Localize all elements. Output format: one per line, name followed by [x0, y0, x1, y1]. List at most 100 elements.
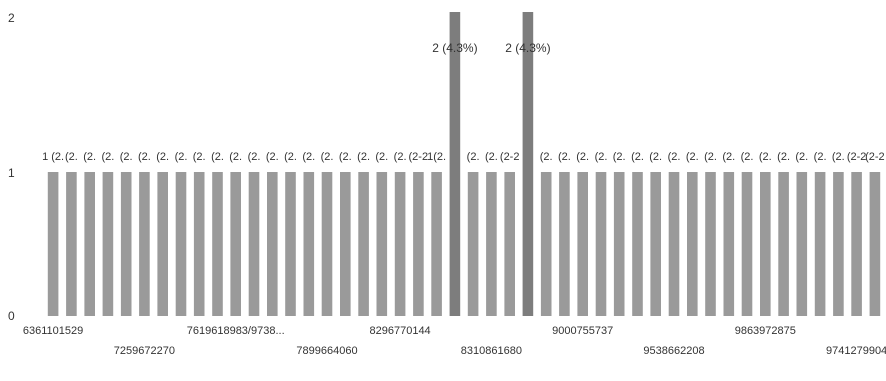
bar: [102, 172, 114, 316]
x-tick-label: 7899664060: [296, 345, 357, 357]
data-label: (2-2: [865, 151, 885, 163]
data-label: (2.: [375, 151, 388, 163]
x-tick-labels: 6361101529 7259672270 7619618983/9738... 78…: [23, 325, 886, 357]
x-tick-label: 9741279904: [826, 345, 886, 357]
bar: [139, 172, 150, 316]
data-label: (2.: [704, 151, 717, 163]
data-labels: 1 (2. (2. (2. (2. (2. (2. (2. (2. (2. (2. (2. (2. (2…: [42, 41, 885, 163]
bar: [760, 172, 771, 316]
bar: [723, 172, 735, 316]
data-label: (2.: [248, 151, 261, 163]
bar: [632, 172, 643, 316]
data-label: (2.: [339, 151, 352, 163]
data-label: (2.: [65, 151, 78, 163]
data-label: (2.: [832, 151, 845, 163]
data-label: (2.: [229, 151, 242, 163]
x-tick-label: 7259672270: [114, 345, 175, 357]
bar: [394, 172, 406, 316]
data-label: (2.: [302, 151, 315, 163]
bar: [66, 172, 77, 316]
bar: [687, 172, 698, 316]
bars: [47, 12, 881, 316]
data-label: 2 (4.3%): [432, 41, 477, 55]
x-tick-label: 9538662208: [643, 345, 704, 357]
data-label: (2.: [686, 151, 699, 163]
bar: [522, 12, 534, 316]
bar: [559, 172, 570, 316]
y-tick-label: 2: [8, 11, 15, 25]
data-label: (2.: [795, 151, 808, 163]
bar: [705, 172, 716, 316]
data-label: (2-2: [847, 151, 867, 163]
data-label: (2.: [668, 151, 681, 163]
bar: [413, 172, 424, 316]
x-tick-label: 6361101529: [23, 325, 83, 337]
bar: [778, 172, 789, 316]
data-label: (2.: [777, 151, 790, 163]
bar: [120, 172, 132, 316]
data-label: (2.: [540, 151, 553, 163]
x-tick-label: 9000755737: [552, 325, 613, 337]
data-label: (2.: [814, 151, 827, 163]
bar: [193, 172, 205, 316]
data-label: (2.: [741, 151, 754, 163]
x-tick-label: 7619618983/9738...: [187, 325, 285, 337]
data-label: (2.: [120, 151, 133, 163]
bar: [796, 172, 808, 316]
data-label: (2.: [175, 151, 188, 163]
bar: [668, 172, 680, 316]
bar: [358, 172, 369, 316]
bar: [833, 172, 844, 316]
bar: [212, 172, 223, 316]
data-label: (2.: [759, 151, 772, 163]
data-label: 1 (2.: [42, 151, 64, 163]
bar: [577, 172, 588, 316]
data-label: (2.: [101, 151, 114, 163]
bar: [741, 172, 753, 316]
data-label: (2.: [321, 151, 334, 163]
bar: [449, 12, 461, 316]
data-label: (2-2: [409, 151, 429, 163]
data-label: (2.: [576, 151, 589, 163]
bar: [650, 172, 661, 316]
bar: [595, 172, 607, 316]
data-label: (2.: [156, 151, 169, 163]
bar: [340, 172, 351, 316]
bar: [814, 172, 826, 316]
bar: [613, 172, 625, 316]
y-tick-label: 0: [8, 309, 15, 323]
bar: [504, 172, 515, 316]
data-label: (2.: [83, 151, 96, 163]
bar: [285, 172, 296, 316]
bar: [376, 172, 388, 316]
data-label: (2.: [485, 151, 498, 163]
data-label: (2-2: [500, 151, 520, 163]
data-label: (2.: [595, 151, 608, 163]
bar: [303, 172, 315, 316]
data-label: (2.: [266, 151, 279, 163]
data-label: (2.: [631, 151, 644, 163]
bar: [467, 172, 479, 316]
data-label: 2 (4.3%): [505, 41, 550, 55]
bar: [248, 172, 260, 316]
bar: [157, 172, 168, 316]
bar: [47, 172, 59, 316]
data-label: (2.: [467, 151, 480, 163]
data-label: (2.: [613, 151, 626, 163]
bar: [540, 172, 552, 316]
data-label: (2.: [722, 151, 735, 163]
bar: [486, 172, 497, 316]
data-label: (2.: [394, 151, 407, 163]
data-label: (2.: [193, 151, 206, 163]
bar: [175, 172, 187, 316]
data-label: 1(2.: [427, 151, 446, 163]
x-tick-label: 8296770144: [370, 325, 431, 337]
y-tick-label: 1: [8, 166, 15, 180]
data-label: (2.: [649, 151, 662, 163]
bar: [321, 172, 333, 316]
bar: [230, 172, 241, 316]
x-tick-label: 9863972875: [735, 325, 796, 337]
x-tick-label: 8310861680: [461, 345, 522, 357]
bar: [267, 172, 278, 316]
